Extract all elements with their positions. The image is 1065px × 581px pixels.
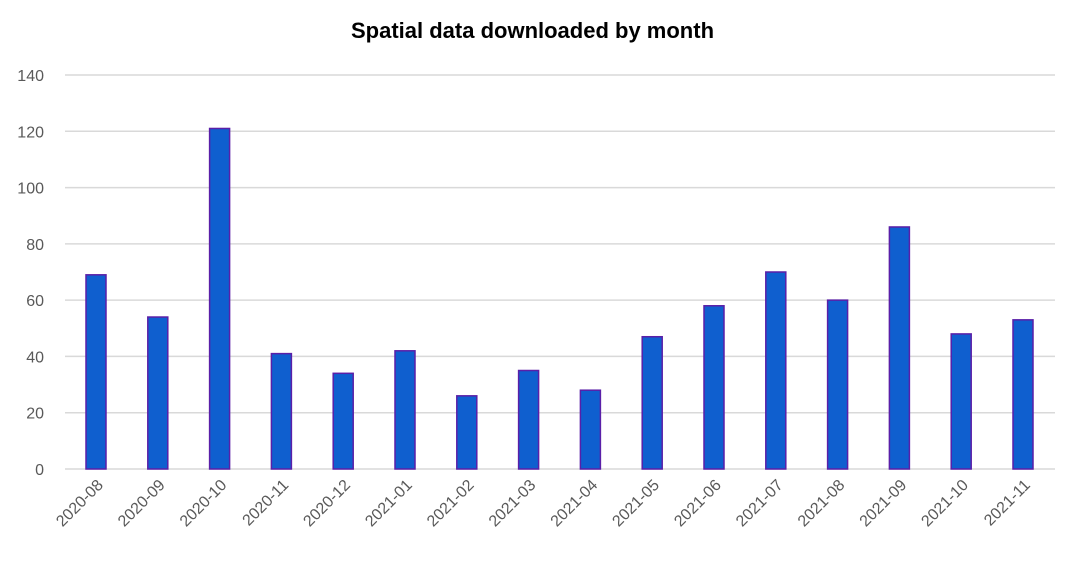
bar-2021-01: [394, 350, 416, 470]
bar-2020-11: [270, 352, 293, 470]
x-tick-label: 2020-08: [53, 477, 107, 531]
x-tick-label: 2021-07: [733, 477, 787, 531]
x-tick-label: 2021-02: [424, 477, 478, 531]
x-tick-label: 2020-11: [240, 477, 293, 530]
bar-2021-10: [950, 333, 972, 470]
x-tick-label: 2020-09: [115, 477, 169, 531]
y-tick-label: 0: [35, 462, 44, 479]
y-tick-label: 60: [26, 293, 44, 310]
bar-2020-09: [147, 316, 169, 470]
y-tick-label: 80: [26, 237, 44, 254]
y-tick-label: 140: [17, 68, 44, 85]
bar-2020-10: [208, 127, 231, 470]
x-tick-label: 2021-10: [918, 477, 972, 531]
x-tick-label: 2021-06: [671, 477, 725, 531]
y-tick-label: 40: [26, 349, 44, 366]
bars: [85, 127, 1034, 470]
bar-2021-08: [826, 299, 849, 470]
x-tick-label: 2021-08: [795, 477, 849, 531]
x-tick-label: 2021-11: [981, 477, 1034, 530]
y-tick-label: 120: [17, 124, 44, 141]
bar-2021-05: [641, 335, 663, 470]
bar-2020-12: [332, 372, 354, 470]
bar-2020-08: [85, 274, 107, 470]
y-axis-ticks: 0 20 40 60 80 100 120 140: [17, 68, 44, 479]
x-tick-label: 2020-12: [300, 477, 354, 531]
x-tick-label: 2020-10: [177, 477, 231, 531]
bar-2021-07: [765, 271, 787, 470]
x-axis-ticks: 2020-08 2020-09 2020-10 2020-11 2020-12 2021-…: [53, 477, 1034, 531]
y-tick-label: 100: [17, 181, 44, 198]
bar-2021-06: [703, 305, 725, 470]
x-tick-label: 2021-04: [548, 477, 602, 531]
x-tick-label: 2021-05: [609, 477, 663, 531]
x-tick-label: 2021-09: [857, 477, 911, 531]
chart-title: Spatial data downloaded by month: [350, 18, 715, 43]
bar-2021-04: [579, 389, 602, 470]
bar-2021-02: [456, 395, 478, 470]
bar-2021-11: [1012, 319, 1034, 470]
x-tick-label: 2021-03: [486, 477, 540, 531]
y-tick-label: 20: [26, 406, 44, 423]
bar-2021-03: [517, 369, 540, 470]
x-tick-label: 2021-01: [362, 477, 416, 531]
bar-2021-09: [888, 226, 911, 470]
